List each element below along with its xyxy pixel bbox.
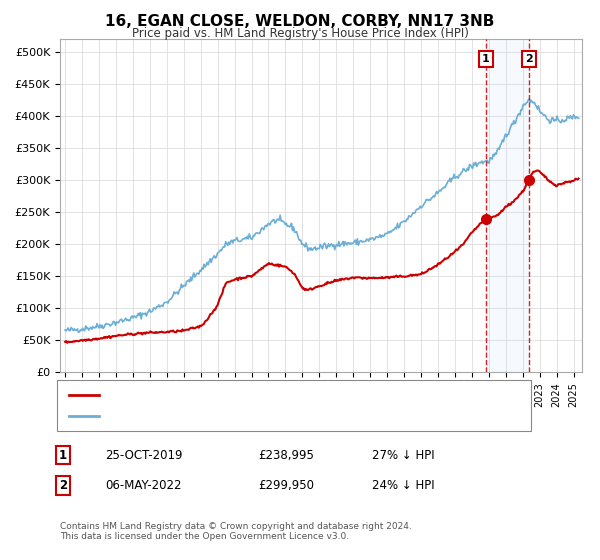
Text: HPI: Average price, detached house, North Northamptonshire: HPI: Average price, detached house, Nort… bbox=[103, 410, 424, 421]
Text: 2: 2 bbox=[59, 479, 67, 492]
Text: Contains HM Land Registry data © Crown copyright and database right 2024.
This d: Contains HM Land Registry data © Crown c… bbox=[60, 522, 412, 542]
Text: 16, EGAN CLOSE, WELDON, CORBY, NN17 3NB: 16, EGAN CLOSE, WELDON, CORBY, NN17 3NB bbox=[106, 14, 494, 29]
Text: 1: 1 bbox=[482, 54, 490, 64]
Text: 2: 2 bbox=[525, 54, 532, 64]
Text: 25-OCT-2019: 25-OCT-2019 bbox=[105, 449, 182, 462]
Text: 27% ↓ HPI: 27% ↓ HPI bbox=[372, 449, 434, 462]
Bar bbox=[485, 39, 529, 372]
Text: 06-MAY-2022: 06-MAY-2022 bbox=[105, 479, 182, 492]
Text: £299,950: £299,950 bbox=[258, 479, 314, 492]
Text: £238,995: £238,995 bbox=[258, 449, 314, 462]
Text: 16, EGAN CLOSE, WELDON, CORBY, NN17 3NB (detached house): 16, EGAN CLOSE, WELDON, CORBY, NN17 3NB … bbox=[103, 390, 440, 400]
Text: Price paid vs. HM Land Registry's House Price Index (HPI): Price paid vs. HM Land Registry's House … bbox=[131, 27, 469, 40]
Text: 1: 1 bbox=[59, 449, 67, 462]
Text: 24% ↓ HPI: 24% ↓ HPI bbox=[372, 479, 434, 492]
